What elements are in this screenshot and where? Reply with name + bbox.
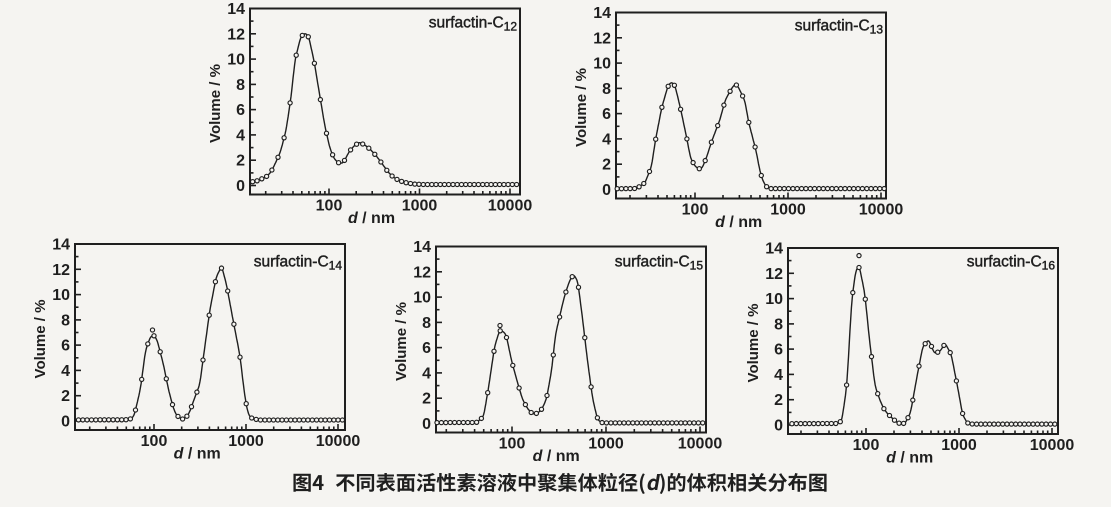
svg-text:12: 12 <box>593 30 611 47</box>
svg-text:Volume / %: Volume / % <box>573 68 590 147</box>
svg-text:6: 6 <box>61 338 70 355</box>
svg-text:8: 8 <box>236 77 245 94</box>
svg-text:Volume / %: Volume / % <box>207 64 224 143</box>
svg-text:10: 10 <box>765 291 783 308</box>
svg-text:6: 6 <box>774 342 783 359</box>
svg-text:14: 14 <box>227 1 245 18</box>
svg-text:surfactin-C12: surfactin-C12 <box>429 15 518 34</box>
svg-text:100: 100 <box>316 198 343 215</box>
svg-text:100: 100 <box>499 436 526 453</box>
svg-text:8: 8 <box>774 316 783 333</box>
svg-text:6: 6 <box>236 102 245 119</box>
svg-text:1000: 1000 <box>770 202 806 219</box>
svg-text:4: 4 <box>236 127 245 144</box>
svg-text:10000: 10000 <box>1030 437 1075 454</box>
svg-text:10000: 10000 <box>859 202 904 219</box>
svg-text:surfactin-C13: surfactin-C13 <box>795 18 884 37</box>
svg-text:surfactin-C16: surfactin-C16 <box>967 254 1056 273</box>
svg-text:0: 0 <box>774 418 783 435</box>
svg-text:d / nm: d / nm <box>174 446 221 463</box>
svg-text:14: 14 <box>52 237 70 254</box>
svg-text:d / nm: d / nm <box>348 210 395 227</box>
svg-text:10: 10 <box>413 290 431 307</box>
svg-text:0: 0 <box>602 182 611 199</box>
svg-text:Volume / %: Volume / % <box>32 300 49 379</box>
svg-text:100: 100 <box>141 433 168 450</box>
svg-text:10000: 10000 <box>316 433 361 450</box>
svg-text:10: 10 <box>593 56 611 73</box>
svg-text:0: 0 <box>422 416 431 433</box>
svg-text:12: 12 <box>227 26 245 43</box>
svg-text:8: 8 <box>61 312 70 329</box>
svg-text:1000: 1000 <box>402 198 438 215</box>
svg-text:10: 10 <box>227 52 245 69</box>
svg-text:surfactin-C15: surfactin-C15 <box>615 254 704 273</box>
svg-text:4: 4 <box>774 367 783 384</box>
svg-text:Volume / %: Volume / % <box>745 304 762 383</box>
svg-text:2: 2 <box>774 392 783 409</box>
svg-text:12: 12 <box>52 262 70 279</box>
svg-text:surfactin-C14: surfactin-C14 <box>254 254 343 273</box>
svg-text:6: 6 <box>422 340 431 357</box>
svg-text:12: 12 <box>413 264 431 281</box>
svg-text:1000: 1000 <box>588 436 624 453</box>
svg-text:14: 14 <box>593 5 611 22</box>
svg-text:4: 4 <box>61 363 70 380</box>
svg-text:10000: 10000 <box>678 436 723 453</box>
svg-text:100: 100 <box>853 437 880 454</box>
svg-text:4: 4 <box>422 365 431 382</box>
svg-text:d / nm: d / nm <box>715 214 762 231</box>
svg-text:4: 4 <box>602 131 611 148</box>
svg-text:10: 10 <box>52 287 70 304</box>
svg-text:d / nm: d / nm <box>533 448 580 465</box>
svg-text:1000: 1000 <box>941 437 977 454</box>
svg-text:0: 0 <box>236 178 245 195</box>
svg-text:6: 6 <box>602 106 611 123</box>
svg-text:1000: 1000 <box>228 433 264 450</box>
svg-text:2: 2 <box>422 391 431 408</box>
svg-text:100: 100 <box>682 202 709 219</box>
svg-text:8: 8 <box>422 315 431 332</box>
svg-text:2: 2 <box>61 388 70 405</box>
svg-text:Volume / %: Volume / % <box>393 302 410 381</box>
svg-text:d / nm: d / nm <box>886 450 933 467</box>
svg-text:14: 14 <box>413 239 431 256</box>
svg-text:8: 8 <box>602 81 611 98</box>
svg-text:2: 2 <box>602 157 611 174</box>
svg-text:12: 12 <box>765 266 783 283</box>
svg-text:10000: 10000 <box>488 198 533 215</box>
svg-text:0: 0 <box>61 414 70 431</box>
svg-text:14: 14 <box>765 241 783 258</box>
svg-text:2: 2 <box>236 153 245 170</box>
